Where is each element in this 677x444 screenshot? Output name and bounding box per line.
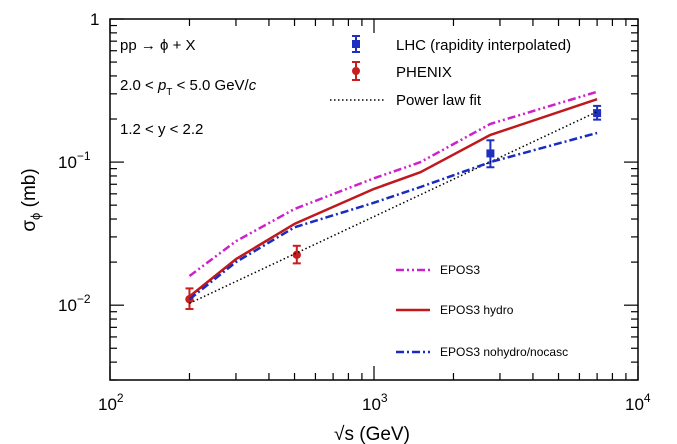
data-point [593, 104, 602, 121]
data-point [486, 139, 495, 169]
legend-entry-epos3: EPOS3 [396, 263, 480, 277]
rapidity-annotation: 1.2 < y < 2.2 [120, 121, 203, 138]
svg-text:LHC (rapidity interpolated): LHC (rapidity interpolated) [396, 37, 571, 54]
legend-top: LHC (rapidity interpolated) PHENIX Power… [330, 35, 571, 109]
svg-text:102: 102 [98, 391, 124, 414]
series-line [188, 131, 598, 301]
marker-square [486, 149, 495, 158]
svg-text:PHENIX: PHENIX [396, 64, 452, 81]
y-tick-label: 10−1 [58, 149, 91, 172]
reaction-annotation: pp → ϕ + X [120, 37, 196, 54]
series-line [188, 90, 598, 278]
marker-circle [292, 250, 301, 259]
pt-range-annotation: 2.0 < pT < 5.0 GeV/c [120, 77, 257, 98]
svg-text:10−1: 10−1 [58, 149, 91, 172]
y-axis-label: σϕ (mb) [19, 168, 43, 231]
x-axis-label: √s (GeV) [334, 424, 410, 444]
legend-entry-epos3-hydro: EPOS3 hydro [396, 303, 514, 317]
series-line [189, 111, 598, 304]
series-line [188, 98, 598, 298]
plot-frame [109, 18, 639, 381]
x-tick-label: 104 [625, 391, 651, 414]
axis-ticks [109, 18, 639, 381]
x-tick-label: 103 [362, 391, 388, 414]
y-tick-label: 1 [90, 10, 99, 29]
legend-entry-phenix: PHENIX [352, 61, 452, 81]
legend-entry-power-law: Power law fit [330, 92, 482, 109]
legend-entry-epos3-nohydro: EPOS3 nohydro/nocasc [396, 345, 568, 359]
svg-text:EPOS3 nohydro/nocasc: EPOS3 nohydro/nocasc [440, 345, 568, 359]
svg-text:EPOS3: EPOS3 [440, 263, 480, 277]
series-layer [185, 90, 602, 311]
svg-text:10−2: 10−2 [58, 292, 91, 315]
svg-text:103: 103 [362, 391, 388, 414]
svg-text:Power law fit: Power law fit [396, 92, 482, 109]
data-point [292, 244, 301, 265]
legend-bottom: EPOS3 EPOS3 hydro EPOS3 nohydro/nocasc [396, 263, 568, 359]
svg-text:EPOS3 hydro: EPOS3 hydro [440, 303, 514, 317]
x-tick-label: 102 [98, 391, 124, 414]
legend-entry-lhc: LHC (rapidity interpolated) [352, 35, 571, 54]
y-tick-label: 10−2 [58, 292, 91, 315]
svg-text:104: 104 [625, 391, 651, 414]
marker-square [593, 109, 602, 118]
